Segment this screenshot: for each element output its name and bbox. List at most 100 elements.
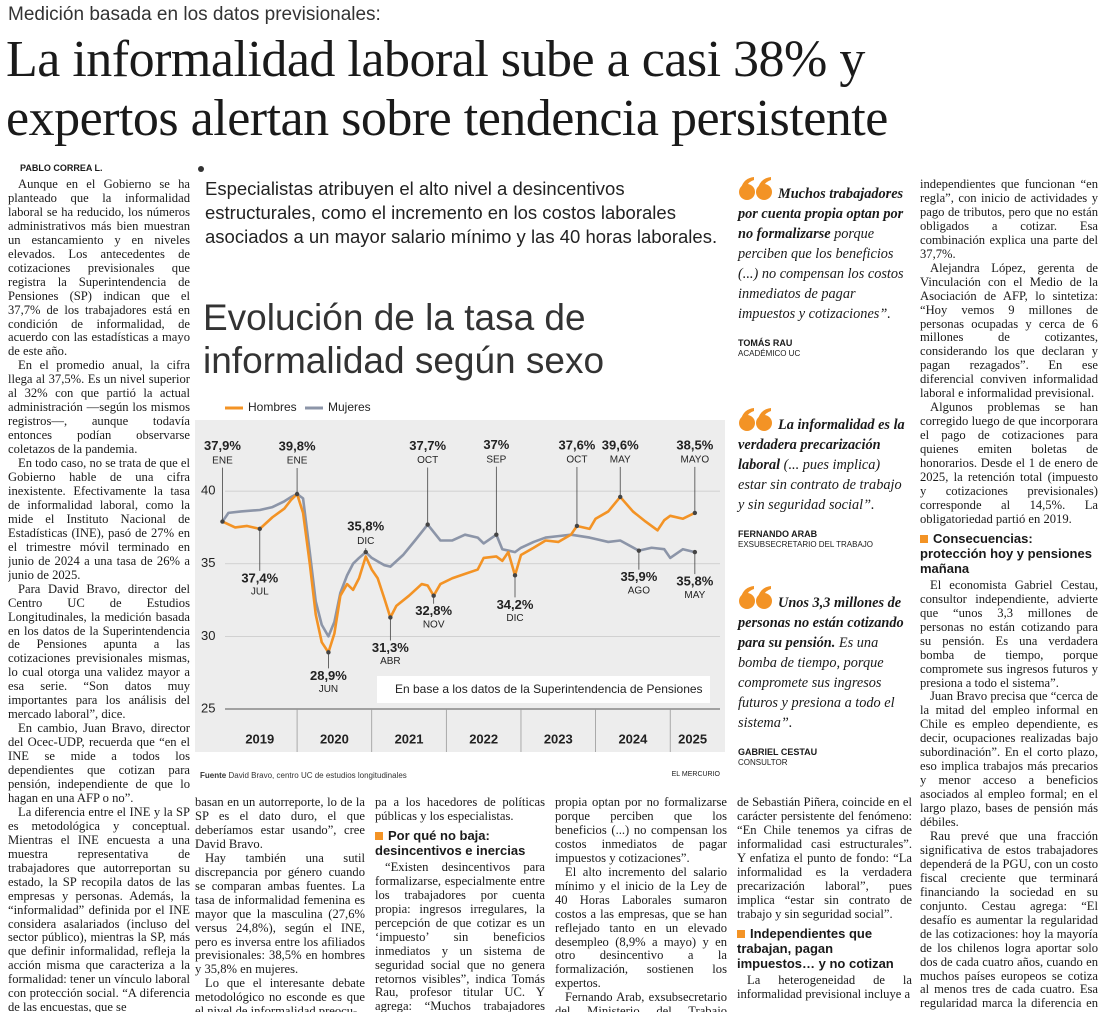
x-tick-label: 2023 [544,731,573,746]
annotation-point [220,519,225,524]
paragraph: Hay también una sutil discrepancia por g… [195,850,365,977]
chart: 25 30 35 40 2019 2020 2021 2022 2023 2024 2025 Homb… [195,290,725,780]
quote-mark [739,177,772,200]
quote-name: GABRIEL CESTAU [738,747,818,757]
annotation-point [636,548,642,553]
body-column: Aunque en el Gobierno se ha planteado qu… [8,178,190,1012]
annotation-value: 39,6% [602,437,639,452]
deck: Especialistas atribuyen el alto nivel a … [205,178,718,247]
paragraph: basan en un autorreporte, lo de la SP es… [195,796,365,851]
quote-role: CONSULTOR [738,758,788,767]
annotation-value: 32,8% [415,603,452,618]
quote-name: FERNANDO ARAB [738,529,818,539]
note-box [377,676,710,703]
annotation-value: 39,8% [279,438,316,453]
subhead: Independientes que trabajan, pagan impue… [737,926,912,971]
annotation-point [692,510,698,516]
paragraph: Algunos problemas se han corregido luego… [920,400,1098,526]
paragraph: Para David Bravo, director del Centro UC… [8,581,190,722]
y-tick-label: 35 [201,555,215,570]
quote-mark [739,408,772,431]
paragraph: “Existen desincentivos para formalizarse… [375,859,545,1012]
x-tick-label: 2019 [245,731,274,746]
chart-credit: EL MERCURIO [671,771,720,778]
source-label: Fuente [200,771,227,780]
annotation-point [431,593,436,598]
paragraph: La heterogeneidad de la informalidad pre… [737,972,912,1001]
paragraph: pa a los hacedores de políticas públicas… [375,796,545,823]
annotation-point [326,650,331,655]
chart-title: Evolución de la tasa de informalidad seg… [203,297,605,381]
paragraph: El economista Gabriel Cestau, consultor … [920,577,1098,690]
legend-label: Mujeres [328,400,371,414]
annotation-point [257,526,262,532]
annotation-value: 35,8% [676,574,713,589]
annotation-month: JUL [251,587,269,598]
y-tick-label: 25 [201,700,215,715]
deck-dot [198,166,204,172]
body-column: independientes que funcionan “en regla”,… [920,178,1098,1012]
paragraph: Rau prevé que una fracción significativa… [920,828,1098,1012]
y-tick-label: 30 [201,628,215,643]
quote-text: (... pues implica) estar sin contrato de… [738,457,902,513]
annotation-month: DIC [506,613,523,624]
annotation-month: DIC [357,536,374,547]
paragraph: Alejandra López, gerenta de Vinculación … [920,260,1098,401]
annotation-month: OCT [566,455,587,466]
quote-mark [739,586,772,609]
paragraph: Juan Bravo precisa que “cerca de la mita… [920,689,1098,830]
annotation-month: MAY [610,455,631,466]
annotation-month: MAY [684,590,705,601]
source-text: David Bravo, centro UC de estudios longi… [228,771,407,780]
annotation-value: 37% [483,437,509,452]
annotation-point [294,491,300,497]
y-tick-label: 40 [201,483,215,498]
paragraph: En el promedio anual, la cifra llega al … [8,358,190,457]
byline: PABLO CORREA L. [20,163,103,173]
pull-quote: Unos 3,3 millones de personas no están c… [738,585,910,768]
annotation-month: ABR [380,656,401,667]
legend-label: Hombres [248,400,297,414]
paragraph: Fernando Arab, exsubsecretario del Minis… [555,990,727,1012]
x-tick-label: 2020 [320,731,349,746]
body-column: pa a los hacedores de políticas públicas… [375,796,545,1012]
annotation-value: 37,7% [409,438,446,453]
pull-quote: La informalidad es la verdadera precariz… [738,407,910,550]
annotation-month: SEP [486,454,506,465]
pull-quote: Muchos trabajadores por cuenta propia op… [738,176,910,359]
quote-role: ACADÉMICO UC [738,349,801,358]
paragraph: En todo caso, no se trata de que el Gobi… [8,456,190,582]
quote-role: EXSUBSECRETARIO DEL TRABAJO [738,540,873,549]
headline: La informalidad laboral sube a casi 38% … [6,30,888,148]
annotation-month: NOV [423,619,445,630]
annotation-point [574,523,580,529]
annotation-value: 31,3% [372,640,409,655]
chart-note: En base a los datos de la Superintendenc… [395,682,703,696]
paragraph: En cambio, Juan Bravo, director del Ocec… [8,721,190,805]
annotation-point [692,549,698,555]
annotation-value: 35,9% [620,569,657,584]
annotation-month: JUN [319,684,338,695]
paragraph: El alto incremento del salario mínimo y … [555,864,727,991]
paragraph: La diferencia entre el INE y la SP es me… [8,804,190,1012]
annotation-point [494,532,499,537]
series-line [221,492,696,654]
paragraph: Aunque en el Gobierno se ha planteado qu… [8,178,190,359]
headline-line: expertos alertan sobre tendencia persist… [6,90,888,147]
annotation-value: 38,5% [676,437,713,452]
paragraph: propia optan por no formalizarse porque … [555,796,727,865]
quote-name: TOMÁS RAU [738,338,793,348]
body-column: basan en un autorreporte, lo de la SP es… [195,796,365,1012]
annotation-value: 37,4% [241,570,278,585]
x-tick-label: 2025 [678,731,707,746]
body-column: de Sebastián Piñera, coincide en el cará… [737,796,912,1012]
annotation-month: MAYO [680,455,709,466]
chart-source: Fuente David Bravo, centro UC de estudio… [200,771,407,780]
chart-svg: 25 30 35 40 2019 2020 2021 2022 2023 2024 2025 Homb… [195,400,725,752]
annotation-month: ENE [212,455,233,466]
paragraph: de Sebastián Piñera, coincide en el cará… [737,796,912,921]
kicker: Medición basada en los datos previsional… [8,4,381,25]
paragraph: independientes que funcionan “en regla”,… [920,178,1098,261]
